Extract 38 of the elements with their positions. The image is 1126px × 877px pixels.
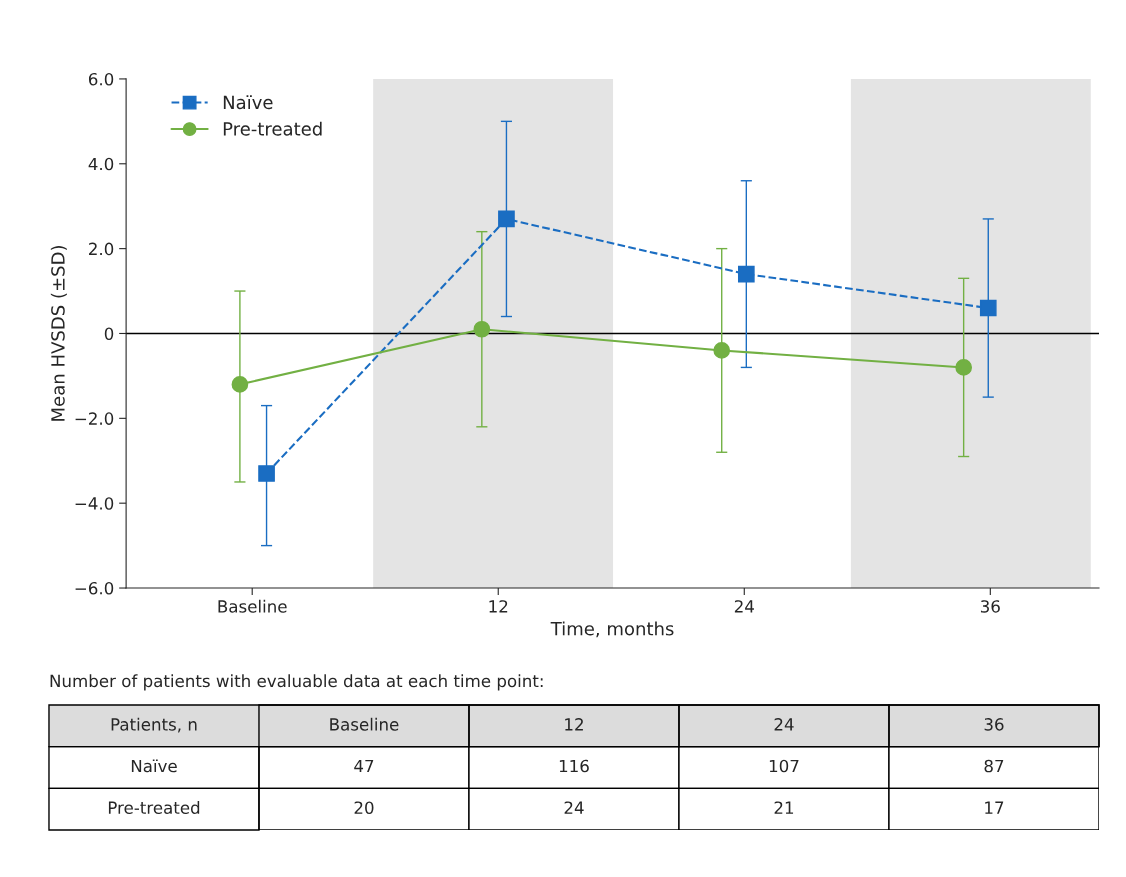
point	[979, 299, 997, 317]
data-label: 20	[354, 801, 374, 814]
data-label: 107	[769, 759, 799, 773]
y-tick-label: 4.0	[88, 157, 114, 171]
data-label: 21	[774, 801, 794, 814]
x-axis-title: Time, months	[550, 621, 674, 638]
data-label: 87	[984, 759, 1004, 773]
x-tick-label: 36	[984, 718, 1004, 731]
point	[737, 265, 755, 283]
point	[231, 376, 249, 393]
x-tick-label: 24	[734, 600, 754, 613]
x-tick-label: Baseline	[330, 717, 399, 731]
legend-label: Naïve	[223, 95, 273, 110]
point	[713, 342, 731, 359]
y-axis-title: Patients, n	[111, 717, 197, 733]
point	[955, 359, 972, 376]
y-tick-label: −2.0	[75, 412, 114, 425]
x-tick-label: 36	[980, 600, 1000, 613]
y-tick-label: Pre-treated	[108, 801, 200, 814]
x-tick-label: 12	[489, 600, 508, 613]
x-tick-label: 24	[774, 718, 794, 731]
y-tick-label: 6.0	[88, 72, 114, 86]
data-label: 24	[564, 801, 584, 814]
y-axis-title: Mean HVSDS (±SD)	[50, 246, 67, 421]
x-tick-label: 12	[565, 718, 583, 731]
y-tick-label: 2.0	[89, 242, 114, 256]
x-tick-label: Baseline	[218, 599, 287, 613]
y-tick-label: 0	[104, 327, 114, 341]
point	[498, 210, 515, 228]
point	[258, 465, 275, 482]
data-label: 47	[354, 759, 374, 773]
y-tick-label: −4.0	[75, 497, 114, 510]
data-label: 17	[985, 801, 1004, 814]
y-tick-label: −6.0	[75, 581, 114, 595]
chart-title: Number of patients with evaluable data at each time point:	[50, 674, 543, 691]
data-label: 116	[559, 759, 589, 773]
legend-label: Pre-treated	[223, 121, 322, 136]
point	[473, 320, 491, 338]
